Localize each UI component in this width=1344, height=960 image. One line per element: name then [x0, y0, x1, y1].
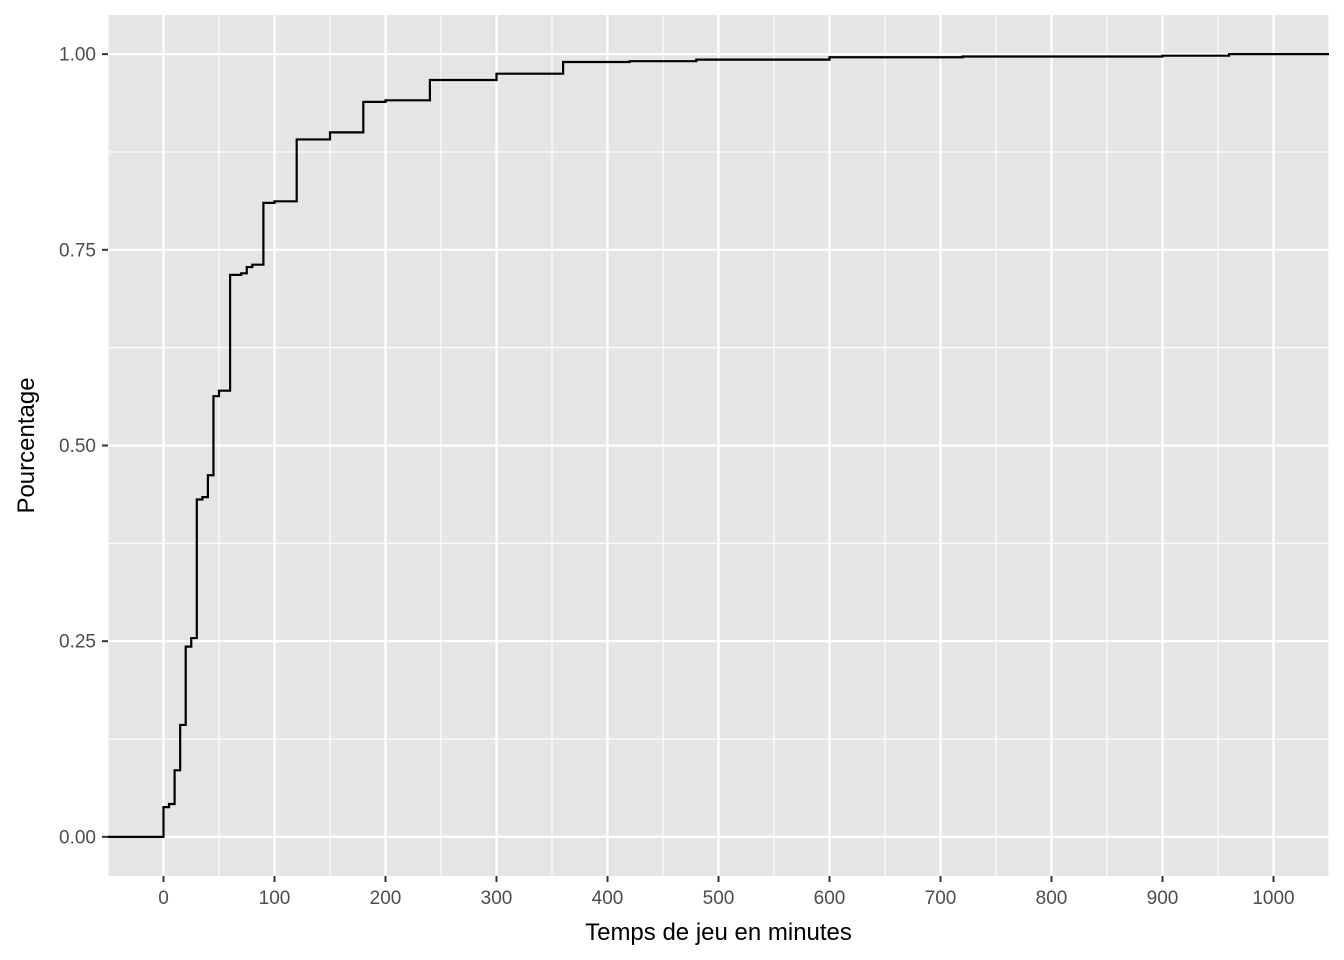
x-tick-label: 0 [158, 888, 169, 909]
x-axis-title: Temps de jeu en minutes [585, 919, 852, 946]
ecdf-step-line [108, 53, 1329, 838]
x-tick-label: 400 [592, 888, 624, 909]
x-axis: 0 100 200 300 400 500 600 700 800 900 1000 [158, 876, 1295, 909]
y-tick-label: 0.75 [59, 240, 96, 261]
y-axis: 0.00 0.25 0.50 0.75 1.00 [59, 45, 108, 848]
y-tick-label: 0.50 [59, 436, 96, 457]
major-y-gridlines [108, 53, 1329, 838]
x-tick-label: 1000 [1252, 888, 1294, 909]
x-tick-label: 300 [481, 888, 513, 909]
x-tick-label: 900 [1147, 888, 1179, 909]
x-tick-label: 200 [370, 888, 402, 909]
y-tick-label: 0.00 [59, 827, 96, 848]
x-tick-label: 500 [703, 888, 735, 909]
x-tick-label: 600 [814, 888, 846, 909]
y-axis-title: Pourcentage [13, 377, 40, 513]
y-tick-label: 1.00 [59, 45, 96, 66]
x-tick-label: 700 [925, 888, 957, 909]
x-tick-label: 100 [259, 888, 291, 909]
x-tick-label: 800 [1036, 888, 1068, 909]
y-tick-label: 0.25 [59, 632, 96, 653]
